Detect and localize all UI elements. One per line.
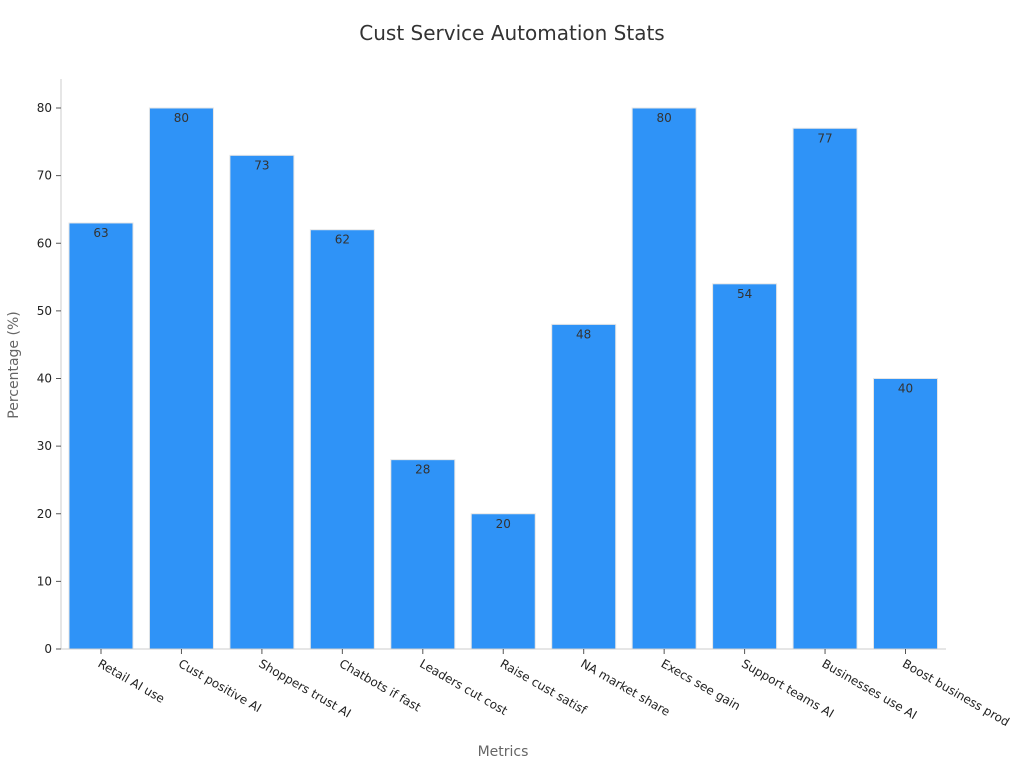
- bar-value-label: 77: [817, 131, 832, 145]
- bar: [390, 459, 456, 650]
- bar-value-label: 48: [576, 327, 591, 341]
- bar-value-label: 80: [174, 111, 189, 125]
- y-tick-label: 0: [44, 642, 52, 656]
- bar-value-label: 40: [898, 382, 913, 396]
- x-tick-label: NA market share: [578, 656, 672, 718]
- x-tick-label: Execs see gain: [659, 656, 743, 713]
- y-tick-label: 80: [37, 101, 52, 115]
- y-tick-label: 30: [37, 439, 52, 453]
- bar: [68, 222, 134, 650]
- bar: [551, 323, 617, 650]
- x-tick-label: Boost business prod: [900, 656, 1012, 729]
- x-tick-label: Retail AI use: [96, 656, 168, 705]
- y-tick-label: 50: [37, 304, 52, 318]
- x-tick-label: Cust positive AI: [176, 656, 264, 715]
- y-ticks-group: 0 10 20 30 40 50 60 70 80: [37, 101, 61, 656]
- x-tick-label: Leaders cut cost: [417, 656, 510, 718]
- bar: [792, 127, 858, 650]
- bar-value-label: 80: [657, 111, 672, 125]
- y-tick-label: 60: [37, 236, 52, 250]
- y-tick-label: 70: [37, 169, 52, 183]
- bar-value-label: 20: [496, 517, 511, 531]
- y-axis-title: Percentage (%): [6, 311, 22, 418]
- x-axis-title: Metrics: [478, 744, 529, 760]
- bar: [470, 513, 536, 650]
- bar: [873, 378, 938, 650]
- bar: [148, 107, 214, 650]
- y-tick-label: 40: [37, 372, 52, 386]
- bar-value-label: 73: [254, 158, 269, 172]
- x-tick-label: Raise cust satisf: [498, 656, 590, 717]
- bar-value-label: 62: [335, 233, 350, 247]
- bars-group: [68, 107, 938, 650]
- y-tick-label: 10: [37, 574, 52, 588]
- y-tick-label: 20: [37, 507, 52, 521]
- bar: [712, 283, 778, 650]
- bar-value-label: 28: [415, 463, 430, 477]
- bar: [229, 154, 295, 650]
- chart-title: Cust Service Automation Stats: [359, 21, 664, 45]
- bar: [631, 107, 697, 650]
- bar: [309, 229, 375, 650]
- bar-labels-group: 63 80 73 62 28 20 48 80 54 77 40: [93, 111, 913, 531]
- bar-value-label: 54: [737, 287, 752, 301]
- bar-value-label: 63: [93, 226, 108, 240]
